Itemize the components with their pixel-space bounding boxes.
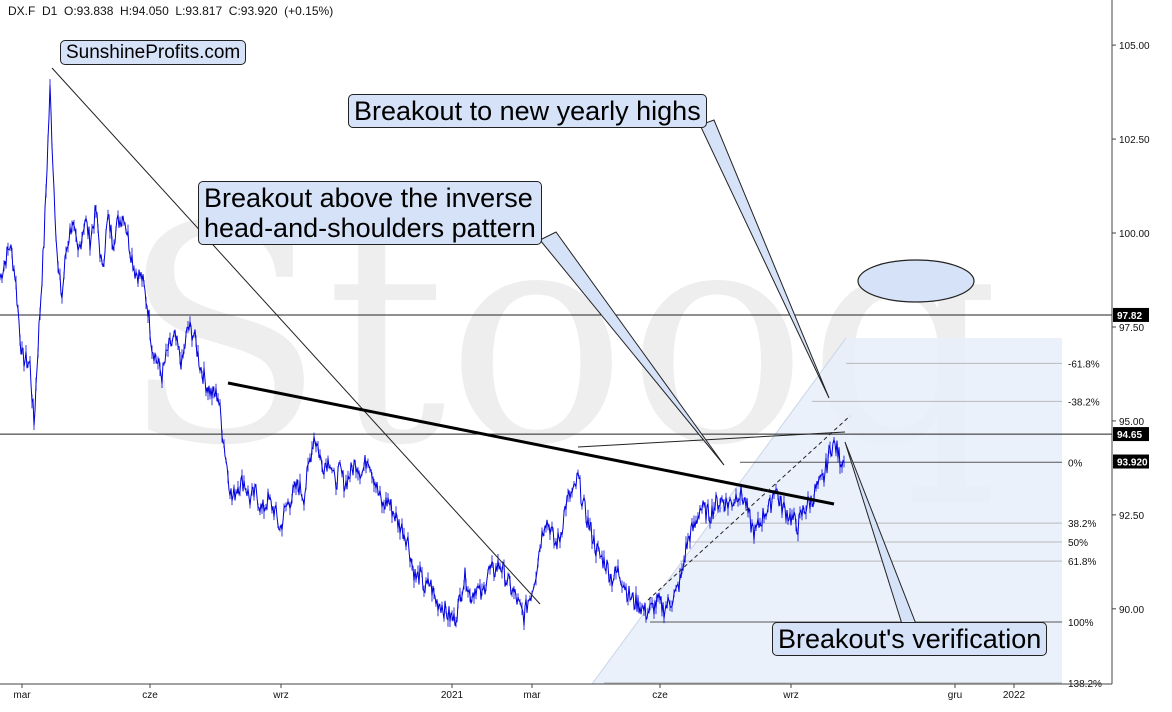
fib-level-label: 38.2% (1068, 519, 1096, 530)
fib-level-label: 0% (1068, 458, 1083, 469)
inverse-hs-callout: Breakout above the inverse head-and-shou… (198, 181, 542, 246)
upper-rising-line (577, 431, 846, 448)
x-tick-label: 2022 (1003, 690, 1026, 701)
x-tick-label: cze (142, 690, 158, 701)
ohlc-header: DX.F D1 O:93.838 H:94.050 L:93.817 C:93.… (8, 4, 334, 18)
x-tick-label: 2021 (441, 690, 464, 701)
y-tick-label: 100.00 (1119, 229, 1150, 240)
target-ellipse (857, 259, 975, 303)
level-tag (1113, 307, 1149, 322)
x-tick-label: wrz (782, 690, 799, 701)
x-tick-label: mar (523, 690, 541, 701)
level-tag (1113, 454, 1149, 469)
verification-callout: Breakout's verification (772, 622, 1048, 657)
fib-level-label: 61.8% (1068, 557, 1096, 568)
neckline (227, 381, 835, 506)
level-tag (1113, 427, 1149, 442)
fib-level-label: -38.2% (1068, 397, 1100, 408)
fib-zone-edge (591, 337, 847, 685)
y-tick-label: 95.00 (1119, 417, 1144, 428)
level-tag-label: 93.920 (1117, 458, 1148, 469)
yearly-highs-callout: Breakout to new yearly highs (348, 94, 707, 129)
yearly-highs-pointer (699, 119, 830, 399)
long-trend-line (51, 67, 541, 605)
y-tick-label: 90.00 (1119, 605, 1144, 616)
brand-label: SunshineProfits.com (60, 40, 247, 66)
y-tick-label: 102.50 (1119, 135, 1150, 146)
y-tick-label: 92.50 (1119, 511, 1144, 522)
x-tick-label: wrz (272, 690, 289, 701)
x-tick-label: gru (948, 690, 962, 701)
y-tick-label: 105.00 (1119, 41, 1150, 52)
x-tick-label: mar (13, 690, 31, 701)
y-tick-label: 97.50 (1119, 323, 1144, 334)
fib-level-label: -61.8% (1068, 359, 1100, 370)
dashed-support-line (647, 415, 851, 601)
level-tag-label: 94.65 (1117, 430, 1142, 441)
level-tag-label: 97.82 (1117, 311, 1142, 322)
inverse-hs-pointer (539, 231, 725, 466)
fib-level-label: 100% (1068, 618, 1094, 629)
fib-zone (592, 338, 1062, 684)
x-tick-label: cze (652, 690, 668, 701)
fib-level-label: 50% (1068, 538, 1088, 549)
